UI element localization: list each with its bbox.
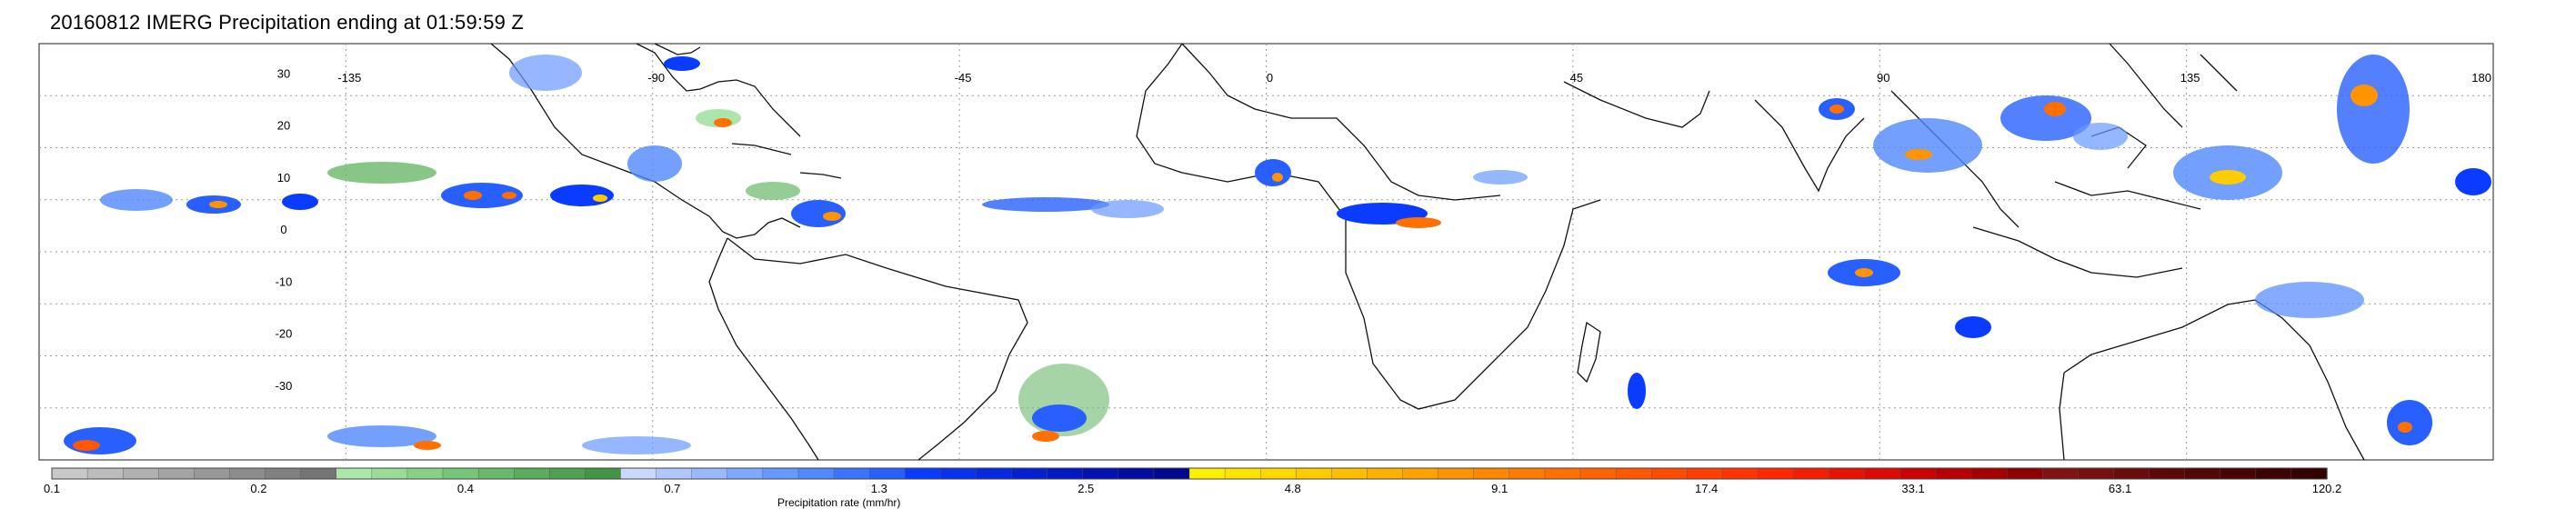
lon-tick-label: 135 — [2180, 71, 2200, 85]
precipitation-cells — [64, 55, 2491, 454]
lat-tick-label: 10 — [277, 171, 290, 185]
lon-tick-label: -135 — [337, 71, 361, 85]
axis-tick-labels: -135 -90 -45 0 45 90 135 180 30 20 10 0 -10 -20 -30 — [276, 66, 2491, 393]
colorbar-title: Precipitation rate (mm/hr) — [777, 496, 901, 509]
lat-tick-label: -20 — [276, 327, 293, 341]
lon-tick-label: 45 — [1570, 71, 1583, 85]
lon-tick-label: -45 — [955, 71, 972, 85]
lat-tick-label: -10 — [276, 274, 293, 288]
lon-tick-label: 90 — [1877, 71, 1889, 85]
lat-tick-label: 30 — [277, 66, 290, 80]
lat-lon-grid — [39, 44, 2493, 460]
lat-tick-label: -30 — [276, 379, 293, 393]
map-title: 20160812 IMERG Precipitation ending at 0… — [50, 11, 525, 34]
lat-tick-label: 20 — [277, 119, 290, 133]
lon-tick-label: -90 — [647, 71, 665, 85]
lat-tick-label: 0 — [280, 223, 286, 236]
lon-tick-label: 0 — [1267, 71, 1273, 85]
lon-tick-label: 180 — [2471, 71, 2491, 85]
